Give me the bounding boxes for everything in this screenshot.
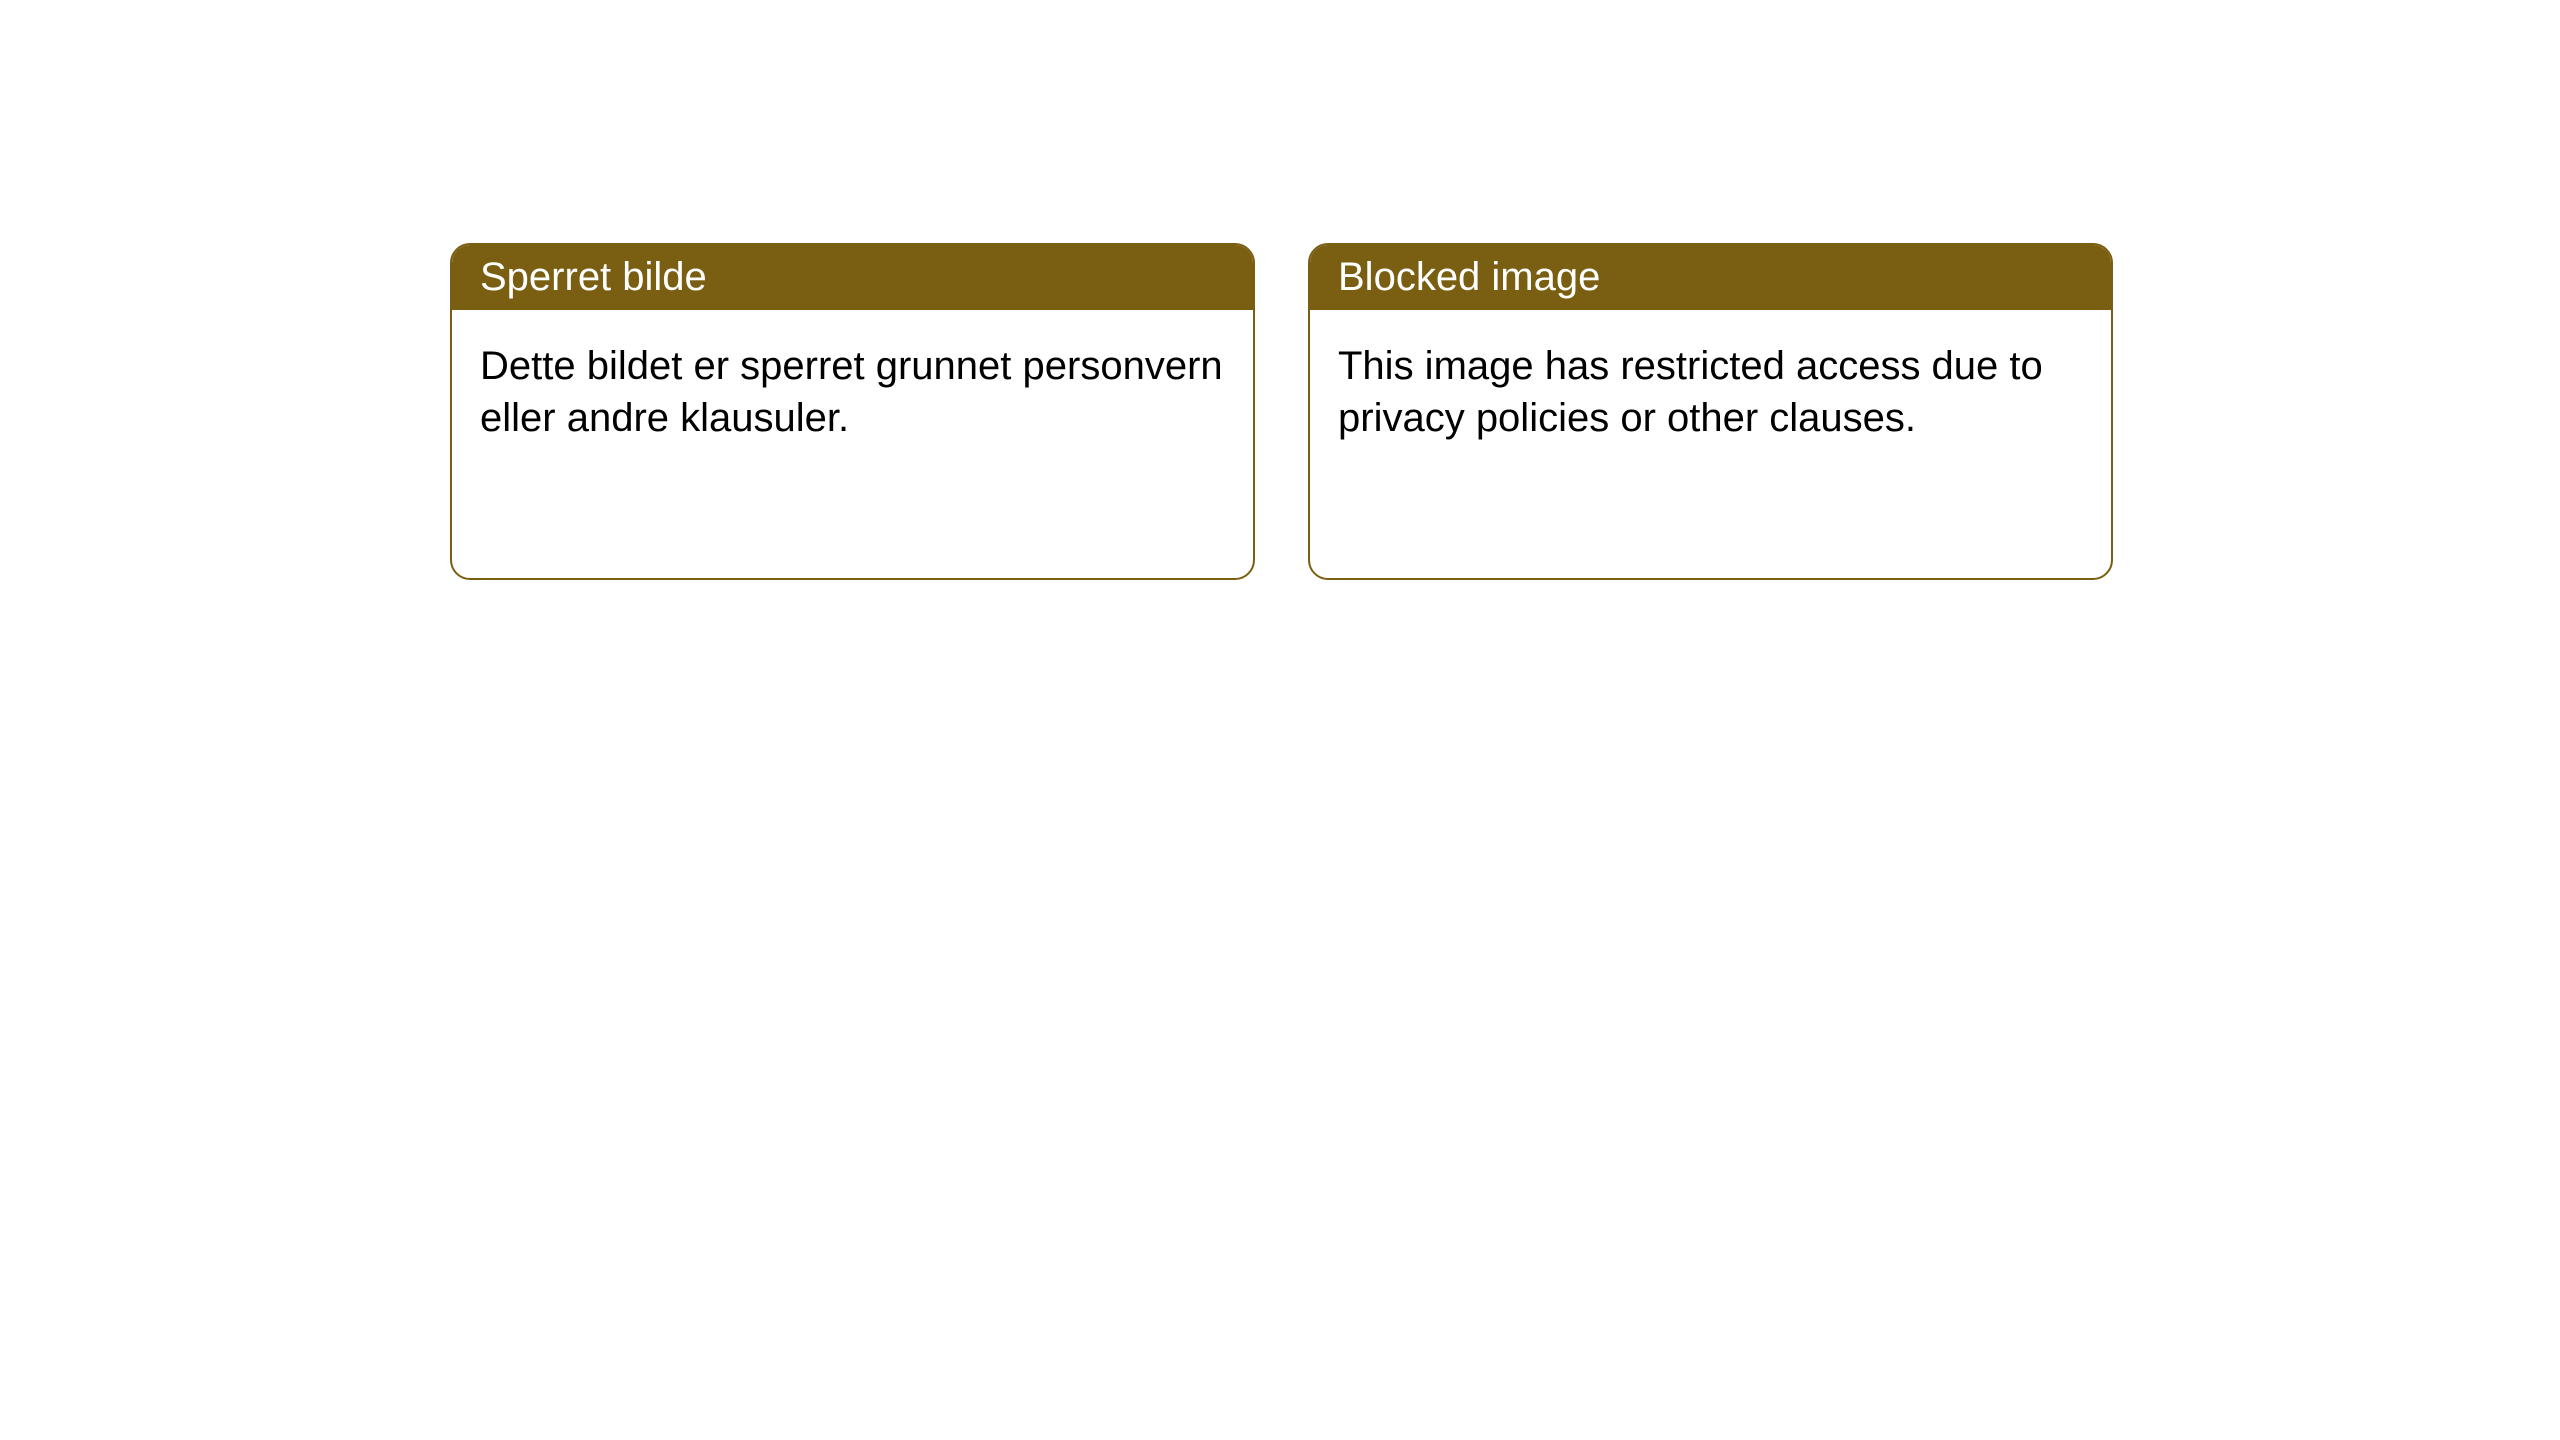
notice-card-norwegian: Sperret bilde Dette bildet er sperret gr… — [450, 243, 1255, 580]
card-title: Blocked image — [1338, 255, 1600, 299]
card-body: This image has restricted access due to … — [1310, 310, 2111, 474]
notice-card-english: Blocked image This image has restricted … — [1308, 243, 2113, 580]
notice-container: Sperret bilde Dette bildet er sperret gr… — [0, 0, 2560, 580]
card-body: Dette bildet er sperret grunnet personve… — [452, 310, 1253, 474]
card-message: Dette bildet er sperret grunnet personve… — [480, 344, 1223, 440]
card-message: This image has restricted access due to … — [1338, 344, 2043, 440]
card-header: Blocked image — [1310, 245, 2111, 310]
card-header: Sperret bilde — [452, 245, 1253, 310]
card-title: Sperret bilde — [480, 255, 707, 299]
